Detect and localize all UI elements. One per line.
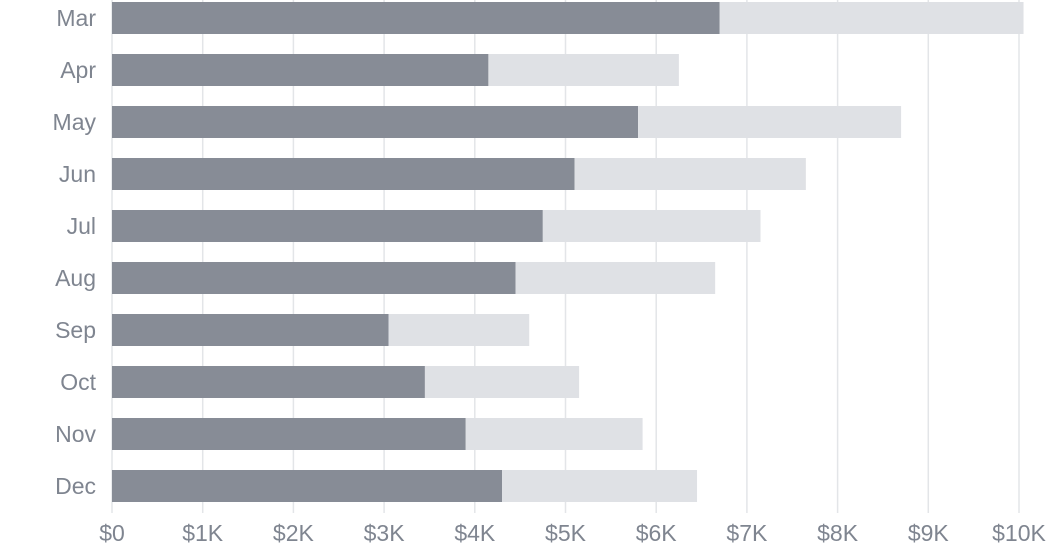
bar-sep-series-2[interactable] xyxy=(388,314,530,346)
bar-nov-series-1[interactable] xyxy=(112,418,466,450)
bar-apr-series-2[interactable] xyxy=(488,54,679,86)
bar-layer xyxy=(112,2,1024,502)
x-tick-label: $2K xyxy=(273,520,315,546)
bar-jun-series-2[interactable] xyxy=(574,158,806,190)
x-axis-ticks: $0 $1K $2K $3K $4K $5K $6K $7K $8K $9K $10K xyxy=(99,520,1046,546)
bar-may-series-2[interactable] xyxy=(638,106,902,138)
category-label-sep: Sep xyxy=(55,317,96,343)
x-tick-label: $0 xyxy=(99,520,125,546)
x-tick-label: $6K xyxy=(636,520,678,546)
category-label-apr: Apr xyxy=(60,57,96,83)
x-tick-label: $4K xyxy=(454,520,496,546)
bar-mar-series-1[interactable] xyxy=(112,2,720,34)
bar-oct-series-2[interactable] xyxy=(424,366,580,398)
category-label-aug: Aug xyxy=(55,265,96,291)
category-label-nov: Nov xyxy=(55,421,96,447)
bar-nov-series-2[interactable] xyxy=(465,418,643,450)
x-tick-label: $1K xyxy=(182,520,224,546)
category-label-jul: Jul xyxy=(67,213,96,239)
x-tick-label: $8K xyxy=(817,520,859,546)
category-labels: Mar Apr May Jun Jul Aug Sep Oct Nov Dec xyxy=(53,5,97,499)
bar-apr-series-1[interactable] xyxy=(112,54,489,86)
category-label-dec: Dec xyxy=(55,473,96,499)
category-label-mar: Mar xyxy=(56,5,96,31)
x-tick-label: $9K xyxy=(908,520,950,546)
bar-may-series-1[interactable] xyxy=(112,106,639,138)
bar-sep-series-1[interactable] xyxy=(112,314,389,346)
x-tick-label: $10K xyxy=(992,520,1046,546)
bar-jun-series-1[interactable] xyxy=(112,158,575,190)
bar-jul-series-1[interactable] xyxy=(112,210,543,242)
bar-dec-series-2[interactable] xyxy=(502,470,698,502)
bar-dec-series-1[interactable] xyxy=(112,470,503,502)
category-label-jun: Jun xyxy=(59,161,96,187)
x-tick-label: $7K xyxy=(726,520,768,546)
bar-jul-series-2[interactable] xyxy=(542,210,761,242)
x-tick-label: $5K xyxy=(545,520,587,546)
bar-aug-series-1[interactable] xyxy=(112,262,516,294)
category-label-may: May xyxy=(53,109,97,135)
category-label-oct: Oct xyxy=(60,369,96,395)
bar-oct-series-1[interactable] xyxy=(112,366,425,398)
bar-aug-series-2[interactable] xyxy=(515,262,716,294)
x-tick-label: $3K xyxy=(364,520,406,546)
bar-mar-series-2[interactable] xyxy=(719,2,1024,34)
